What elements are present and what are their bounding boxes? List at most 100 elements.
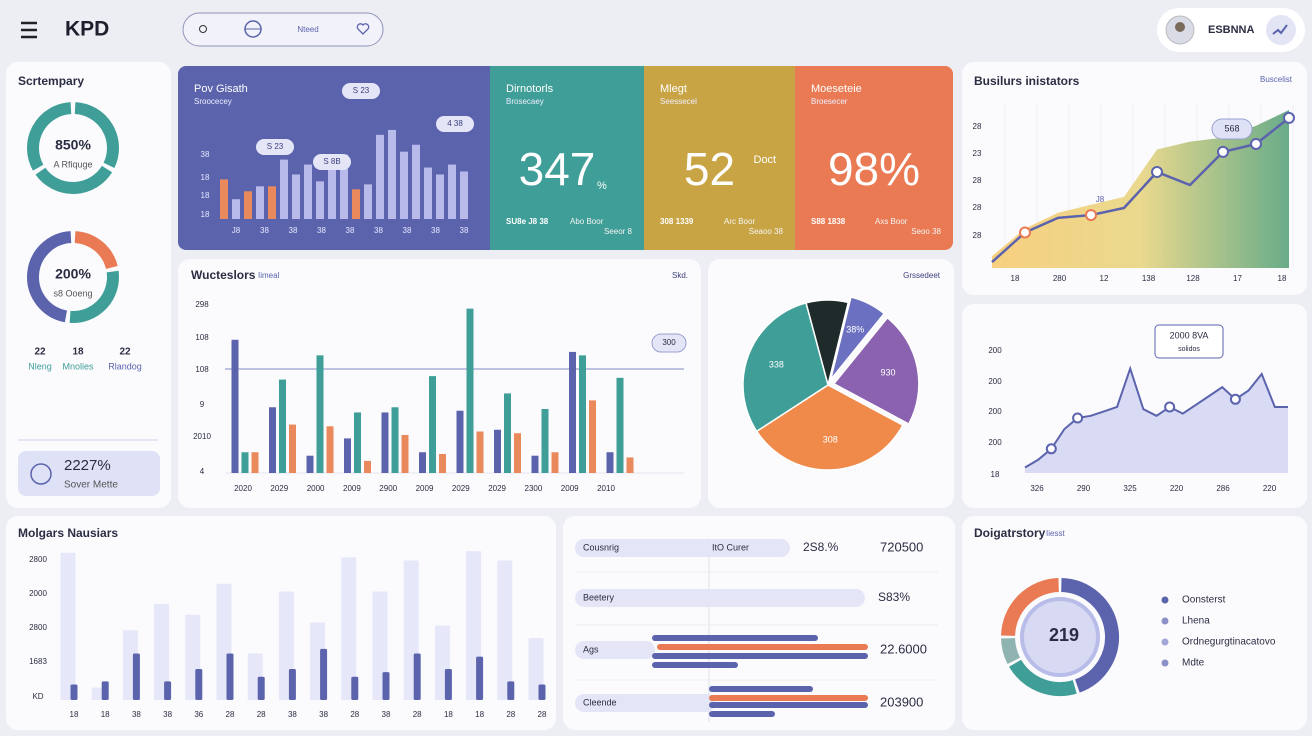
- x-label: 38: [260, 226, 269, 235]
- kpi-value: 347: [519, 143, 596, 195]
- ring-segment: [69, 270, 119, 323]
- ring-segment: [35, 165, 113, 194]
- x-label: 38: [346, 226, 355, 235]
- x-label: 28: [538, 710, 547, 719]
- kpi-note: Abo Boor: [570, 217, 604, 226]
- x-label: J8: [232, 226, 241, 235]
- bar: [364, 184, 372, 219]
- slice-label: 38%: [846, 325, 864, 335]
- panel-link: Buscelist: [1260, 75, 1293, 84]
- x-label: 28: [350, 710, 359, 719]
- search-bar[interactable]: [182, 12, 384, 47]
- legend-label: Lhena: [1182, 616, 1210, 627]
- bar: [257, 676, 265, 700]
- point: [1045, 443, 1057, 455]
- kpi-note: Seeor 8: [604, 227, 633, 236]
- tag-pill: [1211, 118, 1253, 140]
- kpi-unit: %: [597, 180, 607, 192]
- y-label: KD: [32, 692, 43, 701]
- card-title: Moeseteie: [811, 83, 862, 95]
- stat-value: 22: [34, 347, 46, 358]
- x-label: 18: [1011, 274, 1020, 283]
- kpi-note: Axs Boor: [875, 217, 908, 226]
- y-label: 108: [195, 365, 209, 374]
- x-label: 2000: [307, 484, 325, 493]
- y-label: 18: [201, 173, 210, 182]
- x-label: 2029: [488, 484, 506, 493]
- bar: [328, 164, 336, 219]
- x-label: 2010: [597, 484, 615, 493]
- bar: [606, 452, 614, 473]
- row-percent: S83%: [878, 590, 910, 604]
- bar: [354, 412, 361, 473]
- bar: [466, 308, 474, 473]
- y-label: 2010: [193, 432, 211, 441]
- bar: [316, 181, 324, 219]
- x-label: 2300: [525, 484, 543, 493]
- legend-label: Oonsterst: [1182, 595, 1226, 606]
- x-label: 2009: [561, 484, 579, 493]
- legend-dot: [1161, 659, 1169, 667]
- donut-segment: [1060, 578, 1119, 693]
- point: [1283, 111, 1295, 124]
- legend-label: Mdte: [1182, 658, 1205, 669]
- row-percent: 2S8.%: [803, 540, 839, 554]
- row-pill: [575, 694, 715, 712]
- tag-text: J8: [1096, 195, 1105, 204]
- point: [1164, 401, 1176, 413]
- x-label: 18: [101, 710, 110, 719]
- panel-tag: Iimeal: [258, 271, 280, 280]
- bar: [154, 603, 170, 700]
- bar: [60, 552, 76, 700]
- row-name: Ags: [583, 644, 599, 654]
- panel-title: Wucteslors: [191, 268, 256, 282]
- bar: [439, 453, 446, 473]
- slice-label: 930: [881, 367, 896, 377]
- y-label: 108: [195, 333, 209, 342]
- panel-link: Skd.: [672, 271, 688, 280]
- x-label: 38: [289, 226, 298, 235]
- user-pill[interactable]: [1157, 8, 1305, 52]
- card-subtitle: Brosecaey: [506, 97, 544, 106]
- point: [1217, 145, 1229, 158]
- bar: [292, 174, 300, 219]
- x-label: 280: [1053, 274, 1067, 283]
- line: [991, 116, 1290, 264]
- tag-text: S 23: [353, 86, 370, 95]
- x-label: 28: [506, 710, 515, 719]
- bar: [531, 455, 539, 473]
- y-label: 18: [201, 191, 210, 200]
- panel-tag: Iiesst: [1046, 529, 1065, 538]
- pie-slice: [832, 316, 920, 425]
- row-value: 22.6000: [880, 641, 927, 656]
- bar: [280, 159, 288, 219]
- slice-label: 338: [769, 360, 784, 370]
- bar: [616, 377, 624, 473]
- x-label: 2020: [234, 484, 252, 493]
- bar: [626, 457, 634, 473]
- x-label: 18: [444, 710, 453, 719]
- bar: [541, 408, 549, 473]
- x-label: 38: [317, 226, 326, 235]
- tag-text: 4 38: [447, 119, 463, 128]
- tag-pill: [651, 333, 687, 353]
- row-name: Beetery: [583, 592, 615, 602]
- kpi-footer: 308 1339: [660, 217, 694, 226]
- x-label: 38: [374, 226, 383, 235]
- x-label: 2029: [270, 484, 288, 493]
- notify-button[interactable]: [1266, 15, 1296, 45]
- bar: [70, 684, 78, 700]
- x-label: 2009: [343, 484, 361, 493]
- x-label: 38: [132, 710, 141, 719]
- bar: [340, 154, 348, 219]
- point: [1085, 209, 1097, 222]
- x-label: 38: [382, 710, 391, 719]
- ring-segment: [74, 102, 119, 169]
- x-label: 220: [1263, 484, 1277, 493]
- avatar-head: [1175, 22, 1185, 32]
- card-subtitle: Sroocecey: [194, 97, 232, 106]
- x-label: 36: [194, 710, 203, 719]
- panel-title: Molgars Nausiars: [18, 526, 118, 540]
- kpi-card: [644, 66, 795, 250]
- point: [1151, 166, 1163, 179]
